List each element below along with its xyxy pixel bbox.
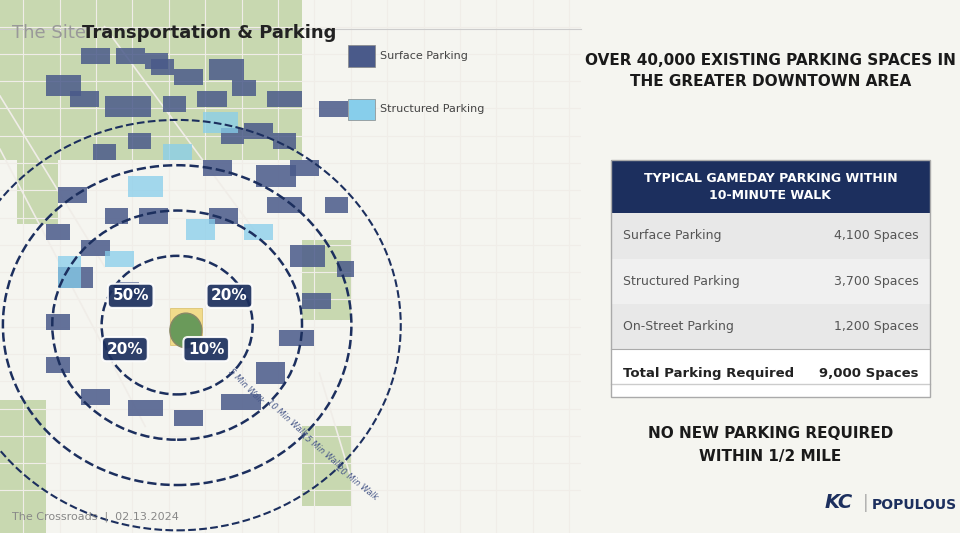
- Bar: [116, 48, 145, 64]
- Bar: [244, 123, 273, 139]
- Bar: [204, 112, 238, 133]
- Bar: [302, 240, 351, 320]
- Bar: [46, 314, 70, 330]
- Text: 1,200 Spaces: 1,200 Spaces: [833, 320, 919, 333]
- Text: OVER 40,000 EXISTING PARKING SPACES IN
THE GREATER DOWNTOWN AREA: OVER 40,000 EXISTING PARKING SPACES IN T…: [585, 53, 956, 90]
- Bar: [105, 96, 151, 117]
- Bar: [174, 410, 204, 426]
- Bar: [278, 330, 314, 346]
- Bar: [325, 197, 348, 213]
- Bar: [162, 96, 186, 112]
- Ellipse shape: [170, 313, 202, 348]
- Bar: [174, 69, 204, 85]
- Bar: [151, 59, 174, 75]
- Bar: [0, 400, 46, 533]
- Bar: [82, 48, 110, 64]
- Bar: [105, 208, 128, 224]
- Text: 9,000 Spaces: 9,000 Spaces: [819, 367, 919, 379]
- Bar: [162, 144, 192, 160]
- Text: Surface Parking: Surface Parking: [622, 229, 721, 243]
- Text: 50%: 50%: [112, 288, 149, 303]
- Bar: [128, 133, 151, 149]
- Bar: [186, 219, 215, 240]
- Text: Structured Parking: Structured Parking: [622, 274, 739, 288]
- Bar: [105, 251, 133, 266]
- Text: |: |: [862, 494, 868, 512]
- Bar: [612, 213, 929, 259]
- Text: Structured Parking: Structured Parking: [380, 104, 485, 114]
- Bar: [302, 426, 351, 506]
- Bar: [302, 293, 331, 309]
- Text: 20 Min Walk: 20 Min Walk: [334, 463, 380, 502]
- Text: 20%: 20%: [211, 288, 248, 303]
- Bar: [145, 53, 168, 69]
- Bar: [255, 165, 297, 187]
- Bar: [255, 362, 284, 384]
- Bar: [139, 208, 168, 224]
- Bar: [58, 266, 93, 288]
- Bar: [198, 91, 227, 107]
- Text: 15 Min Walk: 15 Min Walk: [300, 431, 344, 470]
- Bar: [128, 400, 162, 416]
- Text: KC: KC: [825, 492, 852, 512]
- Text: The Site: The Site: [12, 24, 97, 42]
- Bar: [320, 101, 348, 117]
- Bar: [221, 394, 261, 410]
- Bar: [209, 208, 238, 224]
- Text: Transportation & Parking: Transportation & Parking: [82, 24, 336, 42]
- Bar: [209, 59, 244, 80]
- Bar: [170, 308, 203, 345]
- Bar: [70, 91, 99, 107]
- Text: TYPICAL GAMEDAY PARKING WITHIN
10-MINUTE WALK: TYPICAL GAMEDAY PARKING WITHIN 10-MINUTE…: [643, 172, 898, 201]
- Text: Surface Parking: Surface Parking: [380, 51, 468, 61]
- Text: On-Street Parking: On-Street Parking: [622, 320, 733, 333]
- Bar: [46, 224, 70, 240]
- Text: 4,100 Spaces: 4,100 Spaces: [833, 229, 919, 243]
- Bar: [612, 349, 929, 397]
- Bar: [46, 357, 70, 373]
- Bar: [348, 99, 374, 120]
- Bar: [128, 176, 162, 197]
- Bar: [0, 0, 302, 160]
- Bar: [221, 128, 244, 144]
- Bar: [93, 144, 116, 160]
- Text: 5 Min Walk: 5 Min Walk: [227, 367, 265, 406]
- Bar: [273, 133, 297, 149]
- Bar: [17, 149, 58, 224]
- Text: Total Parking Required: Total Parking Required: [622, 367, 794, 379]
- Bar: [244, 224, 273, 240]
- Text: POPULOUS: POPULOUS: [872, 498, 957, 512]
- Bar: [267, 91, 302, 107]
- Text: 10 Min Walk: 10 Min Walk: [264, 398, 308, 439]
- Text: 10%: 10%: [188, 342, 225, 357]
- Bar: [82, 240, 110, 256]
- Bar: [337, 261, 354, 277]
- Bar: [290, 160, 320, 176]
- Text: NO NEW PARKING REQUIRED
WITHIN 1/2 MILE: NO NEW PARKING REQUIRED WITHIN 1/2 MILE: [648, 426, 893, 464]
- Bar: [612, 304, 929, 349]
- Text: 3,700 Spaces: 3,700 Spaces: [833, 274, 919, 288]
- Bar: [58, 187, 87, 203]
- Bar: [612, 160, 929, 213]
- Bar: [267, 197, 302, 213]
- Bar: [58, 256, 82, 288]
- Bar: [232, 80, 255, 96]
- Bar: [116, 282, 139, 298]
- Bar: [46, 75, 82, 96]
- Text: 20%: 20%: [107, 342, 143, 357]
- Bar: [612, 259, 929, 304]
- Bar: [82, 389, 110, 405]
- Bar: [348, 45, 374, 67]
- Bar: [204, 160, 232, 176]
- Bar: [290, 245, 325, 266]
- Text: The Crossroads  |  02.13.2024: The Crossroads | 02.13.2024: [12, 512, 179, 522]
